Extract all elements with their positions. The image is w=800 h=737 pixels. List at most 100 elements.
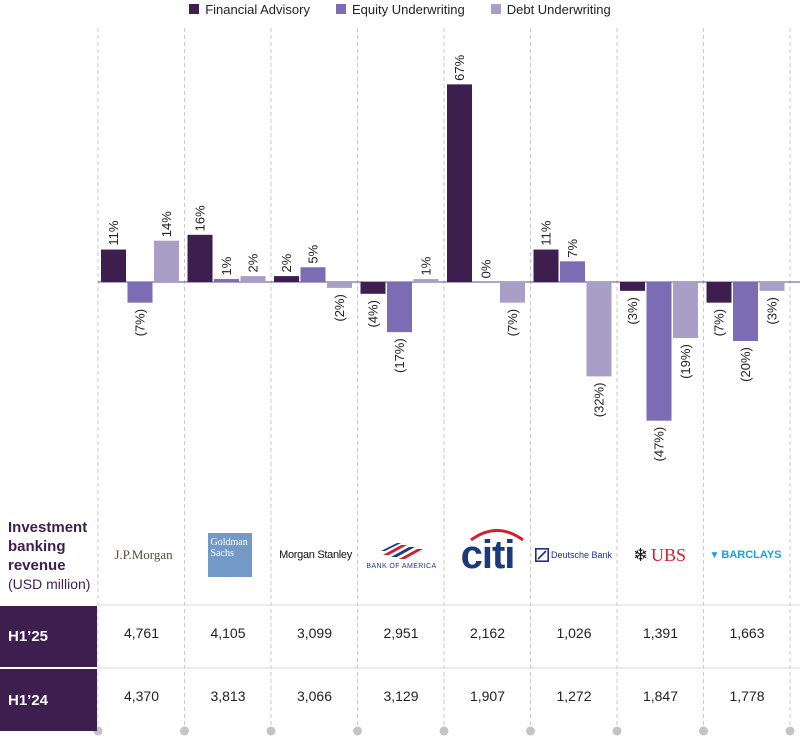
- bar-equity-underwriting: [300, 267, 326, 282]
- row-label-h1-24: H1’24: [8, 691, 49, 709]
- data-label: 0%: [479, 259, 494, 278]
- data-label: (3%): [625, 297, 640, 324]
- citi-arc-icon: [469, 528, 524, 541]
- data-label: (20%): [738, 347, 753, 382]
- bar-equity-underwriting: [646, 282, 672, 421]
- bar-debt-underwriting: [327, 282, 352, 288]
- bar-financial-advisory: [360, 282, 386, 294]
- separator-dot: [785, 726, 795, 736]
- data-label: 14%: [159, 211, 174, 237]
- data-label: 7%: [565, 239, 580, 258]
- revenue-unit: (USD million): [8, 576, 91, 592]
- legend-swatch: [189, 4, 200, 14]
- logo-barclays-text: BARCLAYS: [721, 549, 782, 561]
- table-cell: 1,391: [642, 625, 679, 641]
- bar-equity-underwriting: [387, 282, 412, 333]
- legend-item: Financial Advisory: [189, 0, 310, 18]
- bar-debt-underwriting: [500, 282, 525, 303]
- goldman-line1: Goldman: [210, 537, 248, 548]
- table-cell: 3,066: [296, 688, 333, 704]
- separator-dot: [439, 726, 449, 736]
- separator-dot: [526, 726, 535, 736]
- separator-dot: [353, 726, 362, 736]
- logo-citi-text: citi: [460, 532, 516, 577]
- bar-equity-underwriting: [733, 282, 758, 341]
- table-cell: 3,813: [210, 688, 246, 704]
- data-label: (7%): [505, 309, 520, 336]
- bar-financial-advisory: [101, 249, 126, 282]
- data-label: 1%: [419, 256, 434, 275]
- data-label: (2%): [332, 294, 347, 321]
- table-cell: 1,907: [469, 688, 506, 704]
- bar-debt-underwriting: [154, 240, 179, 282]
- logo-barclays: ▼ BARCLAYS: [702, 525, 789, 585]
- table-cell: 1,663: [729, 625, 765, 641]
- data-label: 16%: [193, 205, 208, 231]
- bar-financial-advisory: [533, 249, 559, 282]
- bar-debt-underwriting: [759, 282, 785, 291]
- table-cell: 4,105: [210, 625, 246, 641]
- table-cell: 4,370: [123, 688, 160, 704]
- bar-equity-underwriting: [560, 261, 585, 282]
- legend-label: Debt Underwriting: [506, 1, 611, 17]
- goldman-sachs-box: Goldman Sachs: [207, 533, 252, 577]
- logo-morgan-stanley: Morgan Stanley: [272, 525, 359, 585]
- separator-dot: [612, 726, 622, 736]
- logo-citi: citi: [444, 525, 531, 585]
- bar-financial-advisory: [187, 234, 213, 282]
- data-label: (47%): [652, 427, 667, 462]
- data-label: (17%): [392, 338, 407, 373]
- data-label: (32%): [592, 383, 607, 418]
- barclays-eagle-icon: ▼: [709, 549, 720, 561]
- legend-swatch: [336, 4, 346, 14]
- bar-financial-advisory: [274, 276, 299, 282]
- table-cell: 3,129: [383, 688, 419, 704]
- row-header-h1-25: H1’25: [0, 606, 97, 667]
- logo-ubs: ❄ UBS: [616, 525, 703, 585]
- legend-label: Financial Advisory: [205, 1, 310, 17]
- ubs-keys-icon: ❄: [632, 544, 649, 565]
- data-label: 1%: [219, 256, 234, 275]
- data-label: (3%): [765, 297, 780, 324]
- logo-morgan-stanley-text: Morgan Stanley: [279, 549, 352, 561]
- data-label: (4%): [366, 300, 381, 327]
- data-label: (7%): [712, 309, 727, 336]
- logo-deutsche-bank: Deutsche Bank: [530, 525, 617, 585]
- bar-debt-underwriting: [240, 276, 266, 282]
- legend-swatch: [490, 4, 501, 14]
- table-cell: 1,778: [729, 688, 765, 704]
- bars: [101, 84, 785, 421]
- table-cell: 2,162: [469, 625, 506, 641]
- citi-mark: citi: [460, 528, 524, 578]
- table-cell: 4,761: [123, 625, 160, 641]
- bar-financial-advisory: [447, 84, 472, 282]
- logo-jpmorgan-text: J.P.Morgan: [114, 547, 173, 562]
- separator-dot: [180, 726, 189, 736]
- bar-financial-advisory: [706, 282, 732, 303]
- logo-ubs-text: UBS: [651, 544, 687, 565]
- data-labels: 11% 16% 2% (4%) 67% 11% (3%) (7%) (7%) 1% 5% (17%) 0…: [106, 54, 780, 461]
- bar-equity-underwriting: [127, 282, 153, 303]
- legend-item: Equity Underwriting: [336, 0, 465, 18]
- separator-dot: [699, 726, 708, 736]
- logo-deutsche-bank-text: Deutsche Bank: [550, 550, 613, 560]
- data-label: 11%: [539, 220, 554, 245]
- table-cell: 2,951: [383, 625, 419, 641]
- table-cell: 1,847: [642, 688, 679, 704]
- table-cell: 1,026: [556, 625, 592, 641]
- goldman-line2: Sachs: [210, 548, 234, 559]
- bar-debt-underwriting: [673, 282, 698, 339]
- data-label: 2%: [279, 253, 294, 272]
- bar-debt-underwriting: [586, 282, 612, 377]
- legend-item: Debt Underwriting: [490, 0, 611, 18]
- data-label: (7%): [133, 309, 148, 336]
- bar-financial-advisory: [620, 282, 645, 291]
- logo-jpmorgan: J.P.Morgan: [100, 525, 187, 585]
- legend: Financial Advisory Equity Underwriting Deb…: [0, 0, 800, 18]
- data-label: (19%): [678, 344, 693, 379]
- data-label: 67%: [452, 54, 467, 80]
- row-label-h1-25: H1’25: [8, 628, 49, 645]
- table-cell: 1,272: [556, 688, 592, 704]
- separator-dot: [266, 726, 276, 736]
